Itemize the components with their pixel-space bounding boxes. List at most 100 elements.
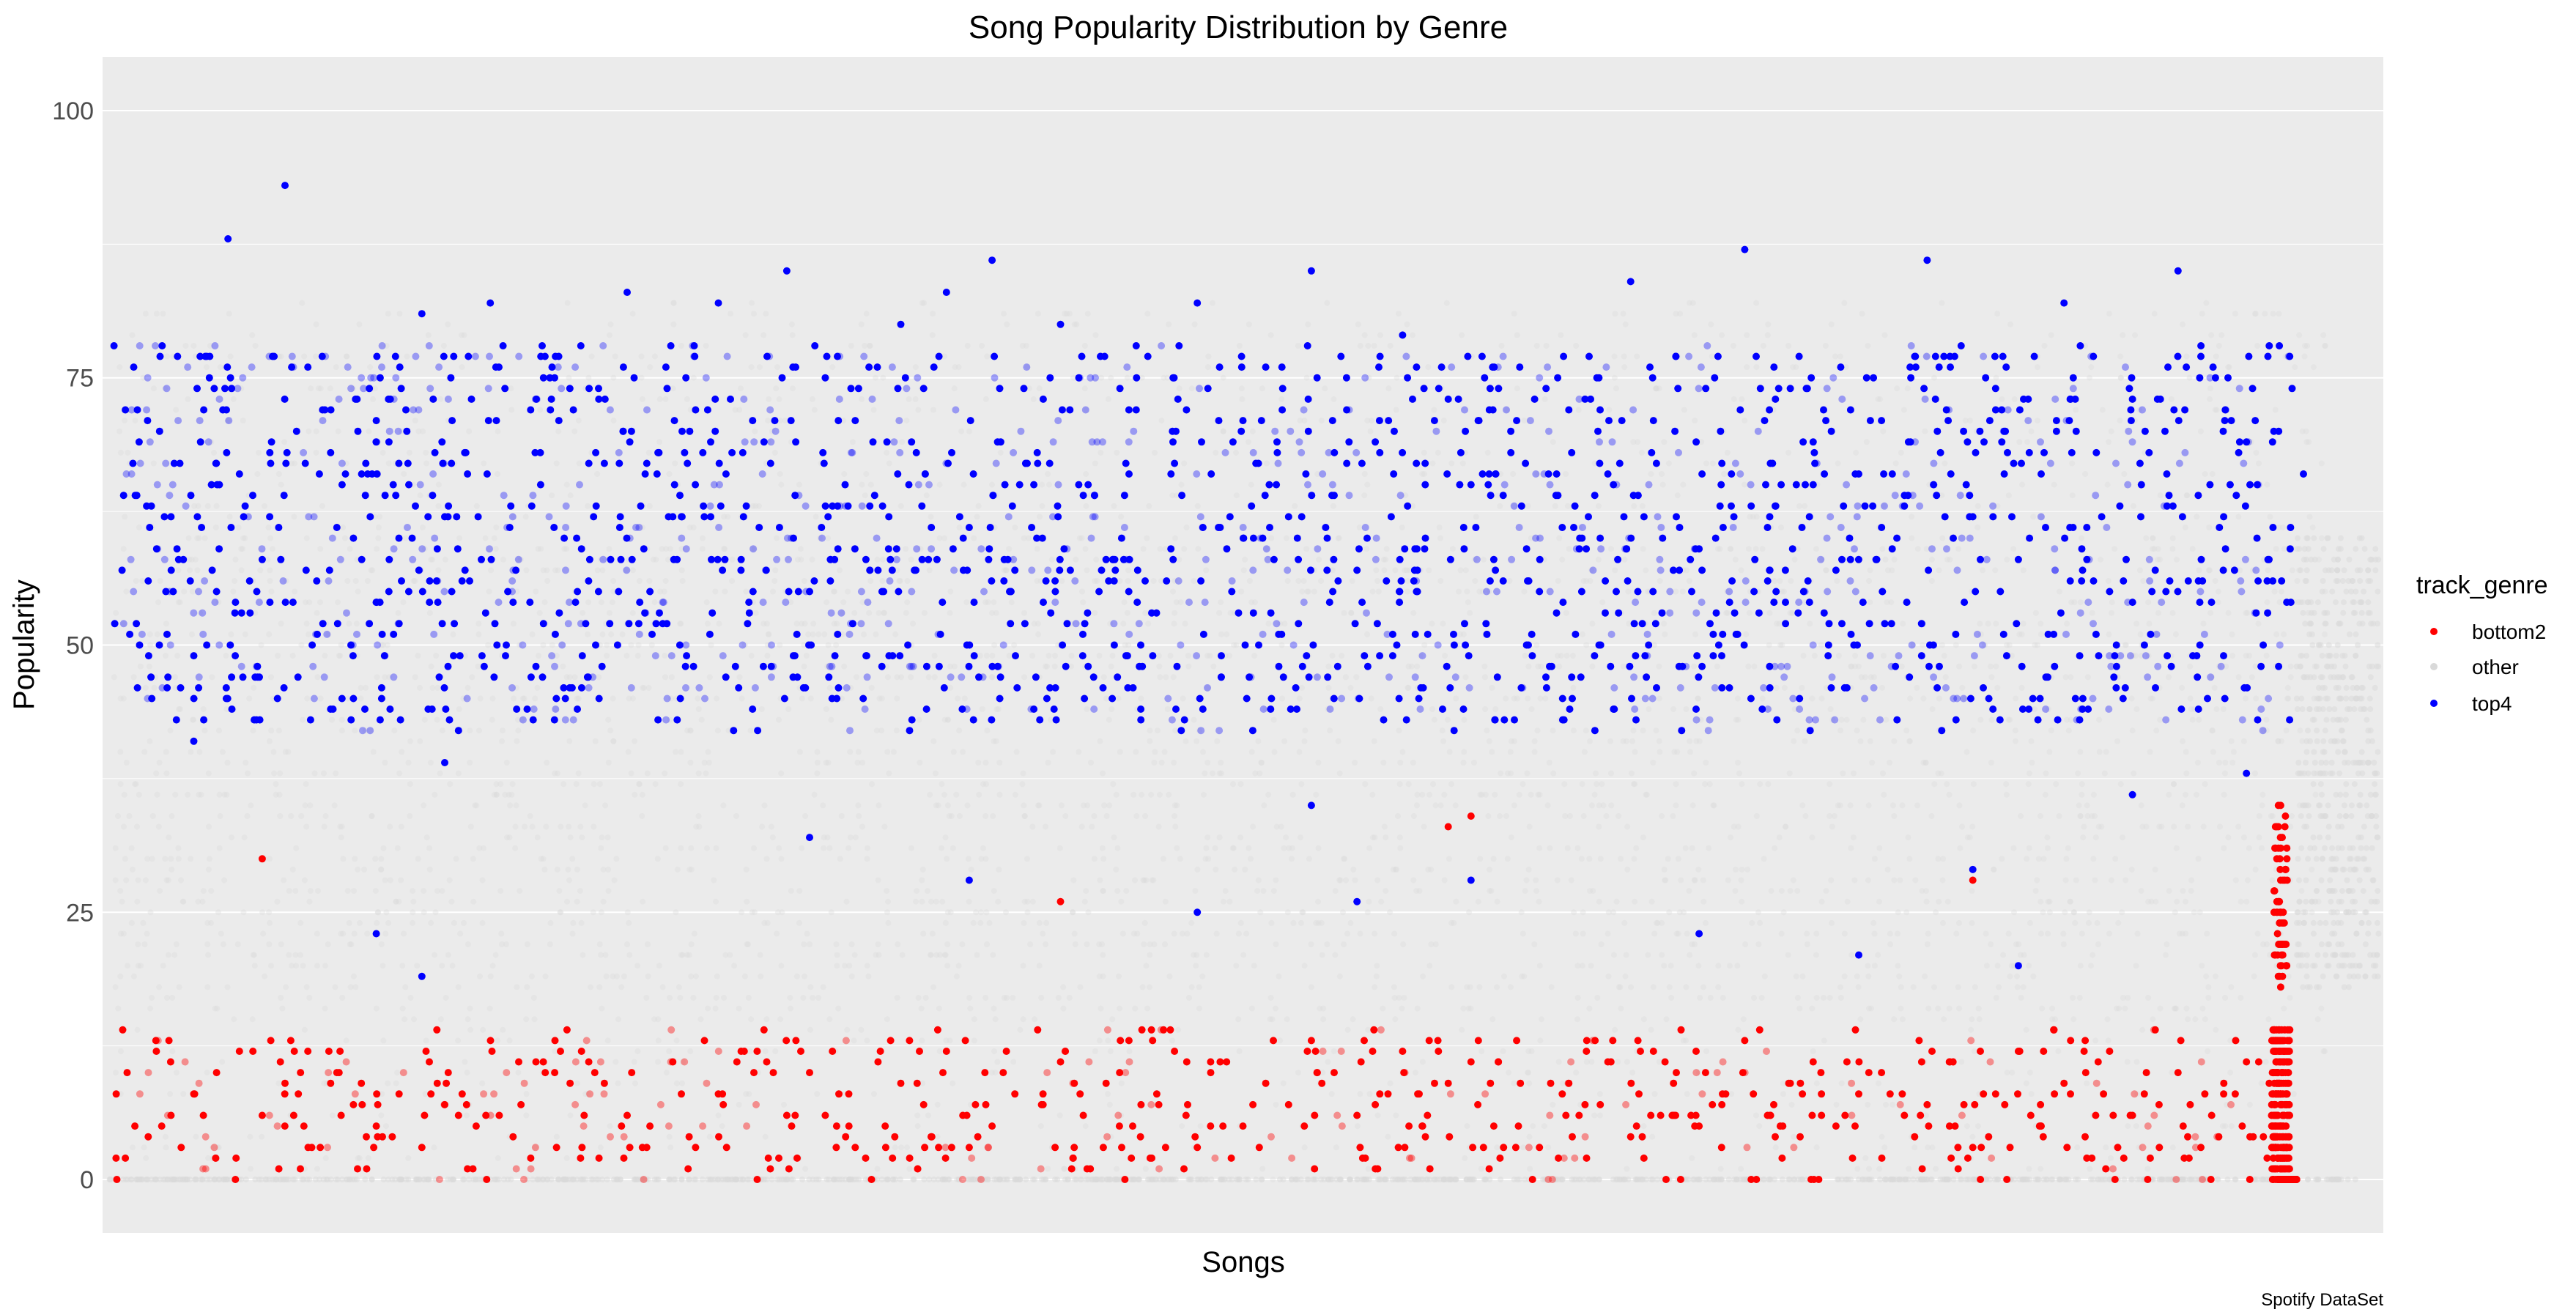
other-point — [180, 1091, 187, 1097]
other-point — [799, 621, 805, 627]
other-point — [1394, 866, 1400, 873]
other-point — [1460, 1005, 1467, 1012]
other-point — [644, 770, 651, 777]
other-point — [1318, 578, 1324, 584]
other-point — [2361, 856, 2368, 862]
other-point — [133, 781, 139, 788]
other-point — [552, 567, 558, 574]
other-point — [628, 770, 634, 777]
other-point — [2032, 642, 2038, 648]
other-point — [2326, 706, 2333, 712]
other-point — [1155, 653, 1162, 659]
other-point — [585, 631, 591, 637]
other-point — [1306, 856, 1312, 862]
other-point — [1369, 588, 1376, 595]
other-point — [1055, 995, 1062, 1001]
other-point — [1400, 941, 1407, 947]
other-point — [1633, 845, 1640, 851]
other-point — [1442, 653, 1448, 659]
other-point — [881, 610, 887, 616]
other-point — [2210, 749, 2216, 755]
other-point — [1021, 802, 1027, 809]
other-point — [2243, 610, 2249, 616]
other-point — [262, 503, 267, 509]
other-point — [1561, 781, 1568, 788]
other-point — [2290, 1091, 2297, 1097]
other-point — [1203, 952, 1210, 958]
other-point — [873, 952, 879, 958]
other-point — [667, 1144, 674, 1151]
other-point — [2045, 898, 2051, 905]
other-point — [1098, 374, 1105, 381]
other-point — [955, 963, 962, 969]
other-point — [2121, 471, 2128, 477]
other-point — [2222, 995, 2228, 1001]
other-point — [980, 781, 986, 788]
other-point — [1686, 300, 1692, 306]
other-point — [1124, 374, 1130, 381]
other-point — [116, 428, 123, 434]
other-point — [651, 353, 658, 360]
other-point — [1402, 567, 1408, 574]
other-point — [670, 385, 676, 392]
other-point — [1085, 909, 1092, 916]
other-point — [2027, 1070, 2033, 1076]
other-point — [1628, 984, 1634, 990]
other-point — [2317, 695, 2323, 702]
other-point — [1511, 503, 1517, 509]
other-point — [978, 856, 985, 862]
other-point — [1541, 396, 1548, 402]
other-point — [515, 716, 521, 723]
other-point — [2367, 706, 2374, 712]
other-point — [1570, 727, 1577, 734]
other-point — [677, 621, 684, 627]
other-point — [648, 642, 655, 648]
other-point — [2342, 663, 2349, 670]
other-point — [144, 856, 151, 862]
other-point — [2121, 1177, 2128, 1182]
other-point — [1446, 856, 1452, 862]
other-point — [1554, 653, 1561, 659]
other-point — [1618, 1005, 1624, 1012]
other-point — [488, 567, 494, 574]
other-point — [1865, 1101, 1871, 1108]
other-point — [1964, 749, 1970, 755]
other-point — [162, 856, 169, 862]
other-point — [122, 514, 128, 520]
other-point — [2366, 866, 2372, 873]
other-point — [604, 1177, 610, 1182]
other-point — [2235, 823, 2242, 830]
other-point — [1494, 1144, 1500, 1151]
other-point — [1969, 888, 1975, 894]
other-point — [661, 588, 667, 595]
other-point — [1413, 802, 1420, 809]
other-point — [1894, 385, 1900, 392]
other-point — [191, 503, 198, 509]
other-point — [1452, 802, 1459, 809]
other-point — [144, 930, 150, 937]
other-point — [720, 802, 727, 809]
other-point — [303, 984, 310, 990]
other-point — [2090, 1177, 2096, 1182]
other-point — [2049, 1005, 2055, 1012]
other-point — [947, 684, 954, 691]
other-point — [2311, 364, 2317, 371]
other-point — [1956, 1005, 1963, 1012]
other-point — [1407, 567, 1413, 574]
other-point — [1895, 930, 1900, 937]
other-point — [1170, 588, 1176, 595]
other-point — [493, 781, 500, 788]
other-point — [1542, 695, 1549, 702]
other-point — [2358, 749, 2365, 755]
other-point — [1083, 407, 1089, 413]
other-point — [2179, 802, 2185, 809]
other-point — [434, 716, 440, 723]
other-point — [921, 300, 928, 306]
other-point — [240, 909, 247, 916]
other-point — [1305, 321, 1311, 327]
other-point — [363, 684, 369, 691]
other-point — [2322, 343, 2328, 349]
other-point — [1372, 834, 1378, 841]
other-point — [1522, 888, 1528, 894]
other-point — [123, 760, 130, 766]
